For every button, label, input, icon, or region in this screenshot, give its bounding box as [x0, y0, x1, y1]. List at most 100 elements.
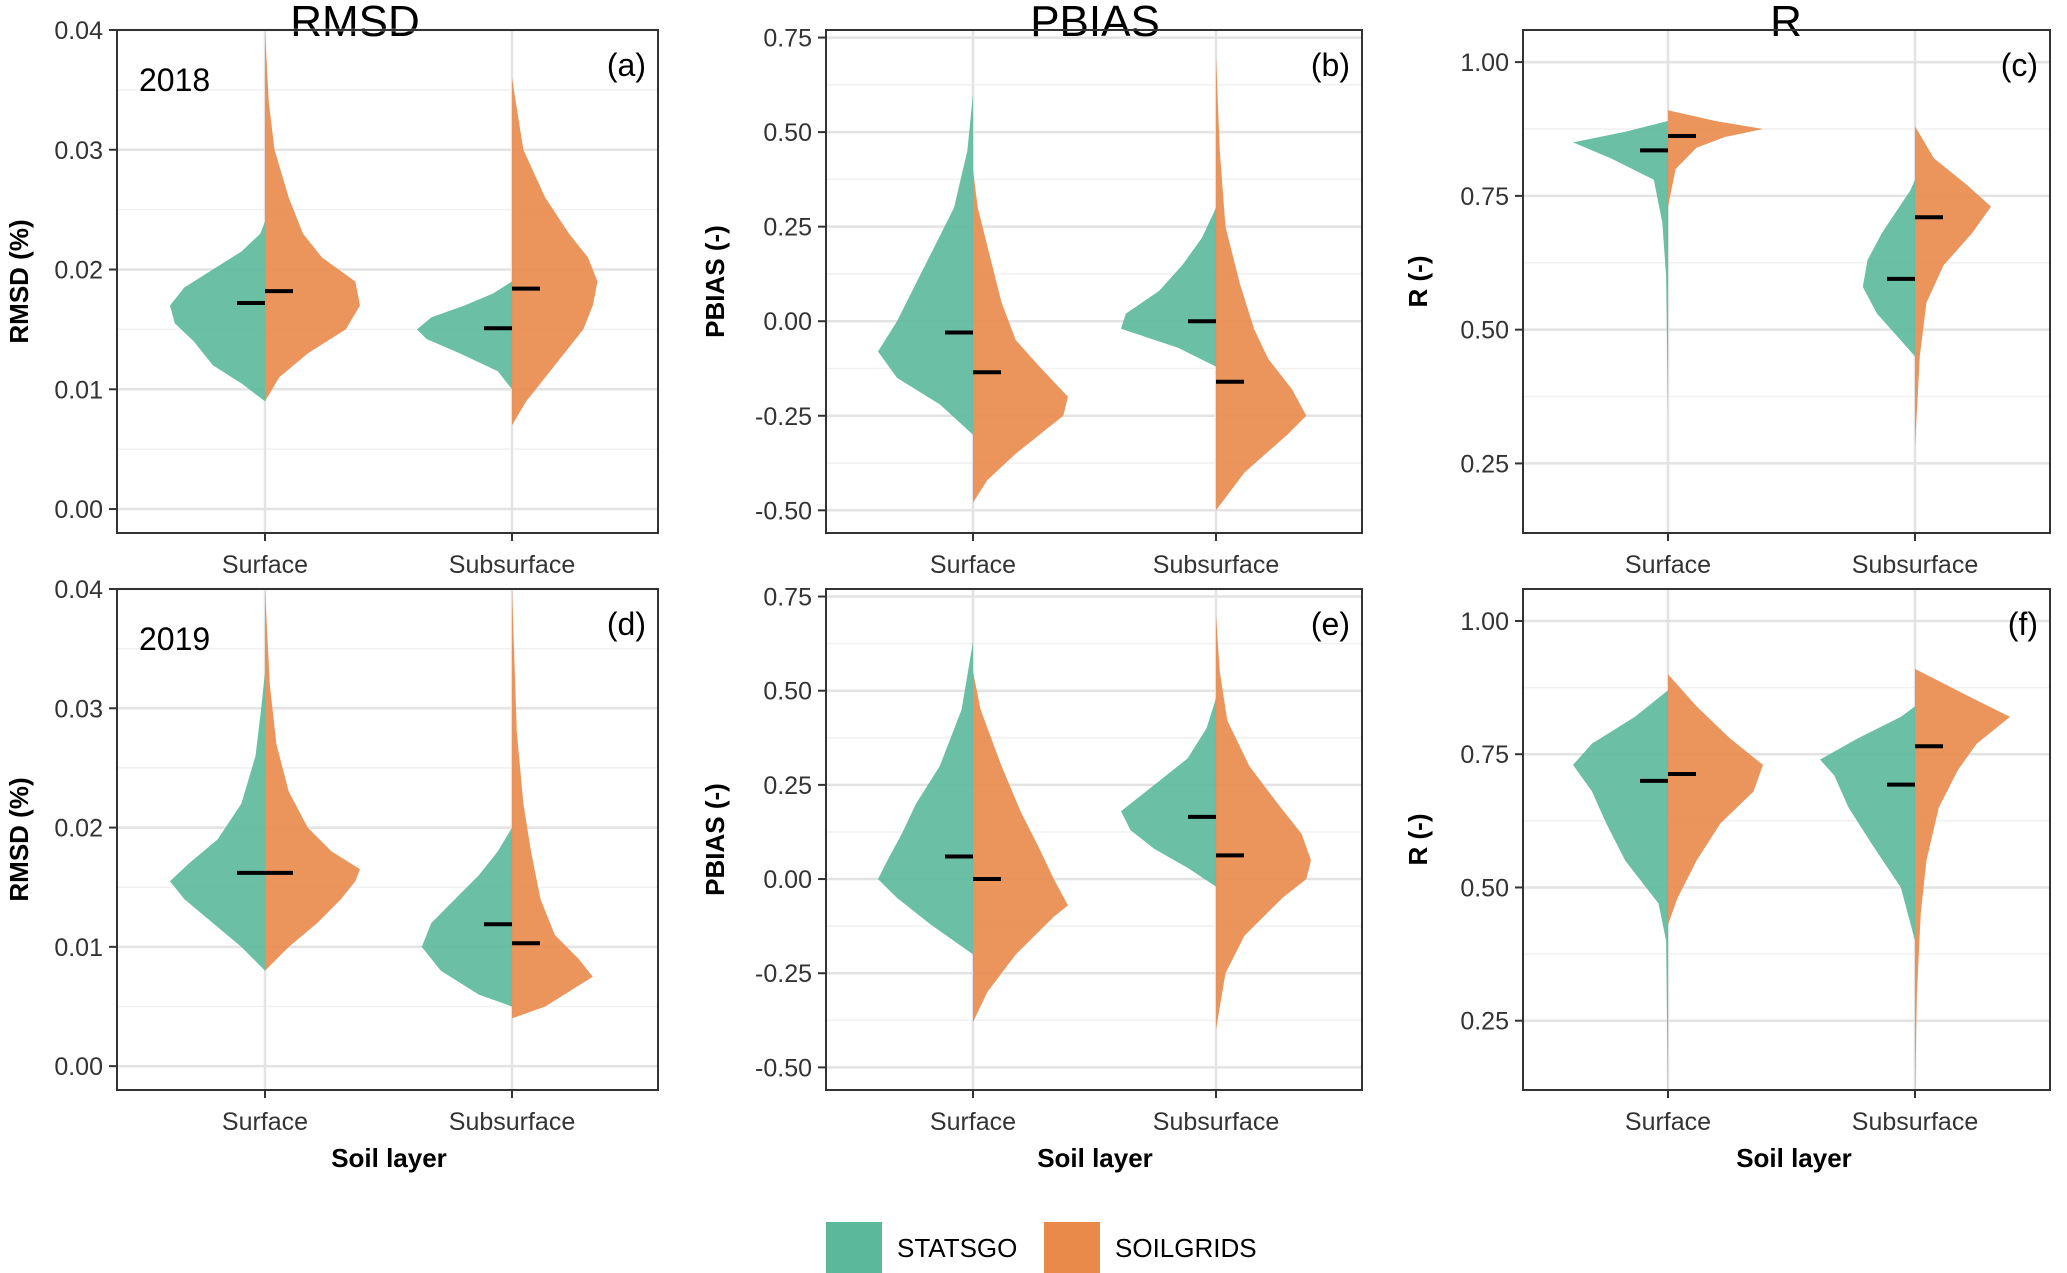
x-tick-label: Subsurface: [449, 1108, 575, 1136]
y-tick-label: -0.50: [755, 497, 812, 525]
violin-statsgo-subsurface: [1121, 698, 1216, 887]
y-tick-label: 0.50: [763, 678, 812, 706]
violin-statsgo-subsurface: [1820, 706, 1915, 941]
x-tick-label: Subsurface: [1153, 551, 1279, 579]
violin-statsgo-subsurface: [1121, 207, 1216, 367]
violin-soilgrids-surface: [265, 30, 360, 402]
violin-soilgrids-subsurface: [1915, 668, 2010, 1101]
y-tick-label: 1.00: [1460, 608, 1509, 636]
x-tick-label: Surface: [222, 551, 308, 579]
violin-statsgo-surface: [1573, 690, 1668, 1101]
panel-border: [1522, 29, 2051, 534]
y-tick-label: 0.75: [1460, 741, 1509, 769]
panels-group: 0.00 0.01 0.02 0.03 0.04 Surface Subsurface RMS…: [4, 17, 2051, 1136]
y-tick-label: -0.25: [755, 403, 812, 431]
panel-border: [1522, 588, 2051, 1091]
y-tick-label: -0.25: [755, 960, 812, 988]
violin-statsgo-subsurface: [1862, 179, 1915, 357]
y-tick-label: 0.03: [54, 695, 103, 723]
panel-d: 0.00 0.01 0.02 0.03 0.04 Surface Subsurface RMS…: [4, 576, 659, 1136]
y-tick-label: 0.00: [763, 308, 812, 336]
y-tick-label: -0.50: [755, 1054, 812, 1082]
panel-c: 0.25 0.50 0.75 1.00 Surface Subsurface R (-) (c…: [1403, 29, 2051, 579]
violin-soilgrids-subsurface: [1216, 56, 1307, 511]
panel-label: (b): [1311, 47, 1350, 83]
panel-b: -0.50 -0.25 0.00 0.25 0.50 0.75 Surface Subsurf…: [700, 25, 1363, 579]
violin-soilgrids-subsurface: [1216, 615, 1311, 1030]
x-tick-label: Surface: [222, 1108, 308, 1136]
violin-statsgo-surface: [878, 94, 973, 435]
panel-border: [116, 29, 659, 534]
y-tick-label: 0.50: [1460, 874, 1509, 902]
violin-soilgrids-subsurface: [512, 589, 593, 1019]
y-tick-label: 0.25: [763, 214, 812, 242]
x-tick-label: Surface: [930, 551, 1016, 579]
violin-soilgrids-surface: [973, 169, 1068, 503]
column-title-rmsd: RMSD: [290, 0, 420, 46]
violin-soilgrids-surface: [265, 589, 360, 971]
legend: STATSGO SOILGRIDS: [826, 1222, 1257, 1273]
x-tick-label: Subsurface: [1153, 1108, 1279, 1136]
y-axis-title: PBIAS (-): [700, 783, 730, 896]
y-tick-label: 0.00: [54, 1053, 103, 1081]
y-tick-label: 0.25: [1460, 450, 1509, 478]
y-axis-title: R (-): [1403, 256, 1433, 308]
y-tick-label: 0.03: [54, 137, 103, 165]
legend-label-statsgo: STATSGO: [897, 1233, 1017, 1263]
violin-statsgo-subsurface: [421, 827, 512, 1007]
y-tick-label: 0.02: [54, 257, 103, 285]
y-tick-label: 0.04: [54, 17, 103, 45]
x-tick-label: Surface: [1625, 551, 1711, 579]
year-label: 2019: [139, 621, 210, 657]
violin-soilgrids-surface: [1668, 674, 1763, 925]
panel-label: (d): [607, 606, 646, 642]
xlabel-col1: Soil layer: [331, 1143, 447, 1173]
x-tick-label: Subsurface: [449, 551, 575, 579]
violin-statsgo-surface: [1573, 121, 1668, 416]
y-tick-label: 0.50: [1460, 317, 1509, 345]
panel-e: -0.50 -0.25 0.00 0.25 0.50 0.75 Surface Subsurf…: [700, 584, 1363, 1136]
xlabel-col3: Soil layer: [1736, 1143, 1852, 1173]
violin-statsgo-surface: [170, 221, 265, 402]
year-label: 2018: [139, 62, 210, 98]
x-tick-label: Subsurface: [1852, 1108, 1978, 1136]
column-title-pbias: PBIAS: [1030, 0, 1160, 46]
panel-a: 0.00 0.01 0.02 0.03 0.04 Surface Subsurface RMS…: [4, 17, 659, 579]
xlabel-col2: Soil layer: [1037, 1143, 1153, 1173]
panel-label: (c): [2001, 47, 2038, 83]
violin-soilgrids-subsurface: [512, 77, 598, 426]
column-title-r: R: [1770, 0, 1802, 46]
panel-border: [825, 588, 1363, 1091]
y-tick-label: 0.25: [763, 772, 812, 800]
y-tick-label: 0.04: [54, 576, 103, 604]
y-tick-label: 0.50: [763, 119, 812, 147]
y-tick-label: 0.01: [54, 376, 103, 404]
legend-label-soilgrids: SOILGRIDS: [1115, 1233, 1257, 1263]
y-tick-label: 1.00: [1460, 49, 1509, 77]
panel-f: 0.25 0.50 0.75 1.00 Surface Subsurface R (-) (f…: [1403, 588, 2051, 1136]
y-tick-label: 0.75: [763, 25, 812, 53]
violin-statsgo-surface: [878, 641, 973, 955]
y-axis-title: RMSD (%): [4, 777, 34, 901]
panel-border: [825, 29, 1363, 534]
y-tick-label: 0.01: [54, 934, 103, 962]
panel-border: [116, 588, 659, 1091]
y-tick-label: 0.75: [763, 584, 812, 612]
x-tick-label: Surface: [1625, 1108, 1711, 1136]
panel-label: (e): [1311, 606, 1350, 642]
y-axis-title: PBIAS (-): [700, 225, 730, 338]
y-axis-title: RMSD (%): [4, 219, 34, 343]
y-tick-label: 0.25: [1460, 1008, 1509, 1036]
y-tick-label: 0.00: [54, 496, 103, 524]
violin-statsgo-subsurface: [417, 281, 512, 390]
y-tick-label: 0.00: [763, 866, 812, 894]
legend-key-soilgrids: [1044, 1222, 1100, 1273]
violin-statsgo-surface: [170, 672, 265, 971]
x-tick-label: Subsurface: [1852, 551, 1978, 579]
violin-soilgrids-surface: [973, 671, 1068, 1023]
panel-label: (f): [2008, 606, 2038, 642]
legend-key-statsgo: [826, 1222, 882, 1273]
y-tick-label: 0.02: [54, 815, 103, 843]
violin-soilgrids-subsurface: [1915, 126, 1991, 448]
